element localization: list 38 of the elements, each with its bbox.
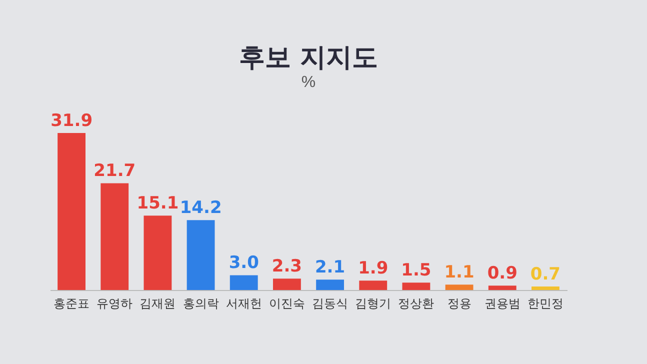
x-tick-label: 한민정 bbox=[527, 296, 564, 310]
data-label: 1.1 bbox=[444, 262, 474, 283]
x-tick-label: 홍의락 bbox=[182, 296, 219, 310]
bar bbox=[316, 280, 344, 290]
chart-title: 후보 지지도 bbox=[238, 43, 378, 73]
data-label: 2.1 bbox=[314, 258, 346, 278]
bar bbox=[186, 220, 215, 290]
x-tick-label: 김재원 bbox=[140, 296, 176, 310]
x-tick-label: 김동식 bbox=[312, 296, 348, 310]
data-label: 0.9 bbox=[487, 264, 518, 284]
bar bbox=[445, 284, 474, 290]
data-label: 2.3 bbox=[272, 256, 302, 277]
bar bbox=[359, 280, 388, 290]
bar bbox=[144, 216, 172, 290]
x-tick-label: 김형기 bbox=[355, 296, 392, 310]
bar bbox=[488, 286, 516, 290]
data-label: 1.9 bbox=[358, 258, 388, 279]
x-tick-label: 서재헌 bbox=[226, 296, 262, 310]
bar bbox=[58, 133, 86, 290]
chart-subtitle: % bbox=[301, 74, 316, 91]
data-label: 1.5 bbox=[401, 260, 432, 281]
x-tick-label: 정용 bbox=[447, 296, 472, 310]
bar bbox=[532, 286, 560, 290]
x-tick-label: 정상환 bbox=[398, 296, 434, 310]
data-label: 21.7 bbox=[94, 161, 136, 182]
data-label: 31.9 bbox=[50, 111, 93, 131]
bar bbox=[402, 282, 430, 290]
x-tick-label: 이진숙 bbox=[268, 296, 305, 310]
data-label: 0.7 bbox=[530, 264, 561, 285]
x-tick-label: 홍준표 bbox=[54, 296, 90, 310]
x-tick-label: 권용범 bbox=[484, 296, 520, 310]
bar bbox=[273, 278, 301, 290]
data-label: 15.1 bbox=[136, 194, 179, 214]
data-label: 3.0 bbox=[228, 253, 260, 274]
bar bbox=[100, 183, 129, 290]
bar bbox=[230, 275, 258, 290]
data-label: 14.2 bbox=[180, 198, 222, 218]
x-tick-label: 유영하 bbox=[96, 296, 133, 310]
